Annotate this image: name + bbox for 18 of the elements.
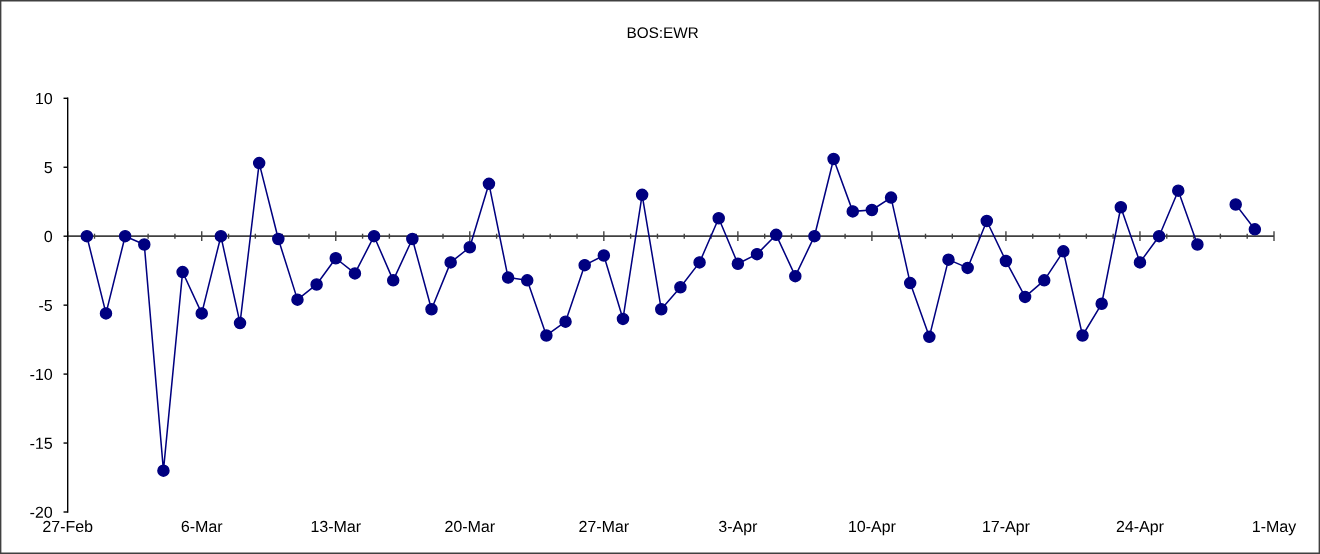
y-tick-label: -10 [30, 368, 53, 381]
x-tick-label: 10-Apr [849, 520, 896, 536]
x-tick-label: 27-Feb [43, 520, 93, 533]
y-tick-label: -5 [39, 299, 53, 312]
x-tick-label: 3-Apr [718, 520, 758, 536]
x-tick-label: 1-May [1253, 520, 1297, 536]
y-tick-label: -15 [30, 437, 53, 449]
y-tick-label: 10 [36, 92, 53, 105]
x-tick-label: 6-Mar [181, 520, 223, 533]
x-tick-label: 27-Mar [579, 520, 629, 533]
x-tick-label: 24-Apr [1116, 520, 1164, 536]
y-tick-label: 5 [44, 162, 53, 174]
x-tick-label: 13-Mar [311, 520, 361, 533]
y-tick-label: -20 [30, 506, 53, 518]
x-tick-label: 20-Mar [445, 520, 495, 533]
y-tick-label: 0 [44, 230, 53, 243]
x-tick-label: 17-Apr [983, 520, 1030, 536]
chart-title: BOS:EWR [627, 27, 699, 39]
